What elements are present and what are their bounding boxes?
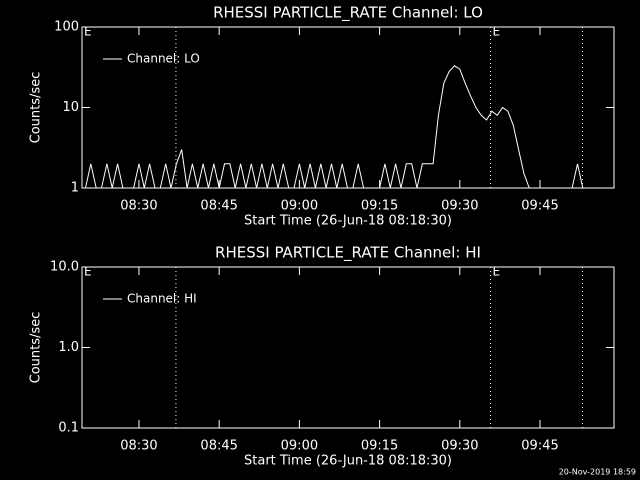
legend-label: Channel: HI <box>127 292 197 306</box>
x-tick-label: 09:00 <box>281 439 318 454</box>
x-tick-label: 09:00 <box>281 199 318 214</box>
y-tick-label: 1.0 <box>58 340 79 355</box>
x-tick-label: 09:15 <box>361 199 398 214</box>
y-tick-label: 0.1 <box>58 421 79 436</box>
event-marker: E <box>84 265 92 279</box>
x-axis-label: Start Time (26-Jun-18 08:18:30) <box>244 454 452 469</box>
y-tick-label: 100 <box>54 20 79 35</box>
x-tick-label: 09:30 <box>441 199 478 214</box>
y-tick-label: 10.0 <box>50 260 79 275</box>
x-tick-label: 09:45 <box>521 199 558 214</box>
event-marker: E <box>84 25 92 39</box>
y-axis-label: Counts/sec <box>29 312 44 384</box>
footer: 20-Nov-2019 18:59 <box>559 468 636 477</box>
x-tick-label: 08:30 <box>120 199 157 214</box>
legend-label: Channel: LO <box>127 52 200 66</box>
y-axis-label: Counts/sec <box>29 72 44 144</box>
x-tick-label: 08:45 <box>200 439 237 454</box>
x-tick-label: 09:30 <box>441 439 478 454</box>
x-tick-label: 08:45 <box>200 199 237 214</box>
y-tick-label: 1 <box>71 181 79 196</box>
data-line <box>85 65 610 189</box>
x-tick-label: 09:45 <box>521 439 558 454</box>
x-axis-label: Start Time (26-Jun-18 08:18:30) <box>244 214 452 229</box>
event-marker: E <box>493 25 501 39</box>
x-tick-label: 09:15 <box>361 439 398 454</box>
chart-title: RHESSI PARTICLE_RATE Channel: HI <box>215 244 481 263</box>
x-tick-label: 08:30 <box>120 439 157 454</box>
chart-title: RHESSI PARTICLE_RATE Channel: LO <box>213 4 483 23</box>
y-tick-label: 10 <box>62 100 79 115</box>
event-marker: E <box>493 265 501 279</box>
